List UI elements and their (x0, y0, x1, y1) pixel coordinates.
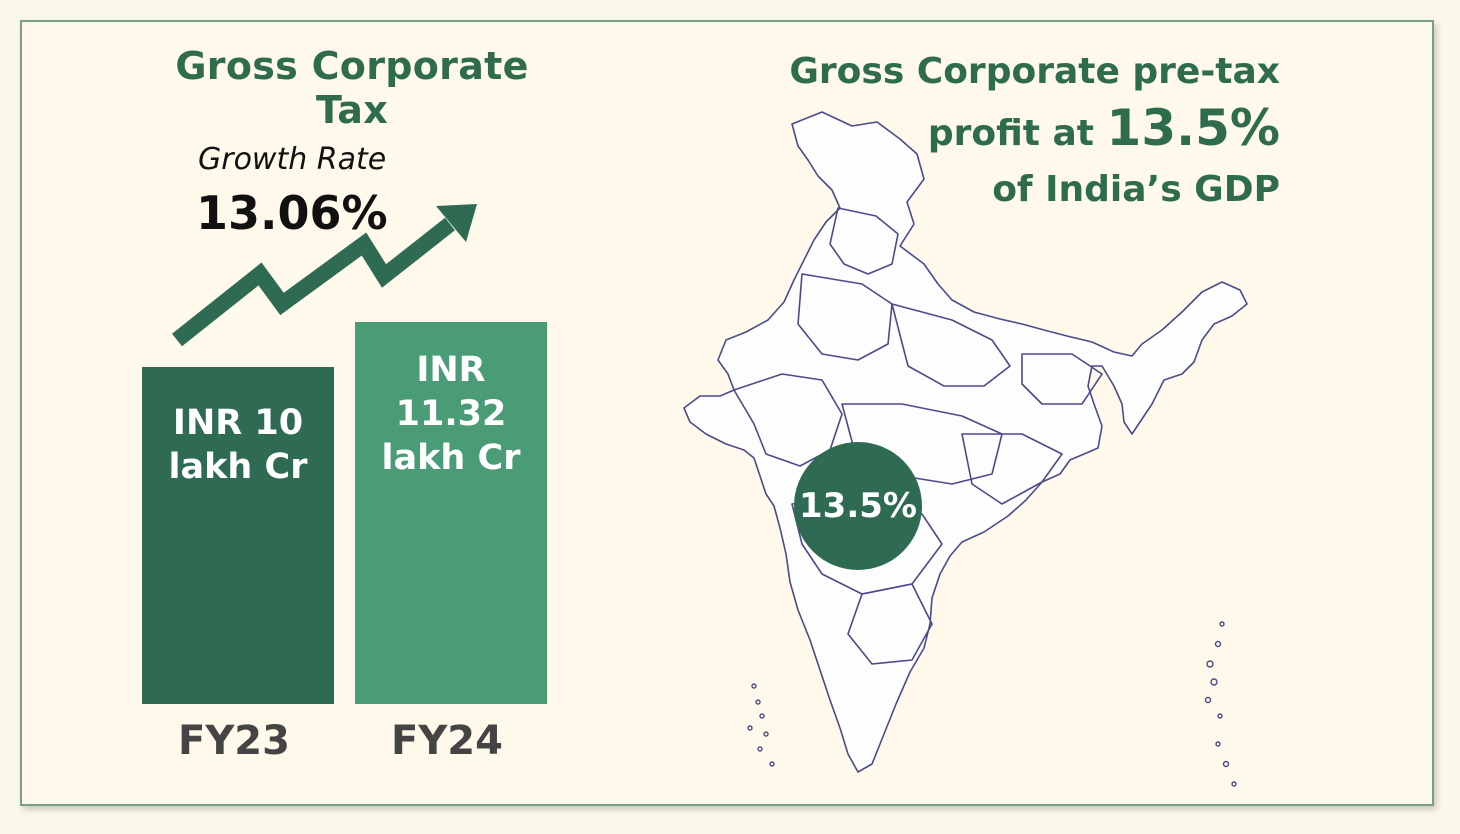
left-title: Gross Corporate Tax (175, 44, 529, 132)
bar-value-label-fy23: INR 10 lakh Cr (168, 402, 308, 487)
growth-rate-label: Growth Rate (198, 142, 387, 177)
right-title-line3: of India’s GDP (992, 169, 1280, 210)
category-label-fy24: FY24 (391, 718, 503, 764)
right-title-line1: Gross Corporate pre-tax (789, 51, 1280, 92)
category-label-fy23: FY23 (178, 718, 290, 764)
bar-fy23: INR 10 lakh Cr (142, 366, 334, 704)
infographic-card: Gross Corporate Tax Growth Rate 13.06% I… (20, 20, 1434, 806)
gdp-share-circle: 13.5% (794, 442, 922, 570)
bar-value-label-fy24: INR 11.32 lakh Cr (381, 350, 521, 478)
trend-up-arrow-icon (172, 204, 477, 347)
india-map-icon (683, 111, 1248, 787)
right-title-line2: profit at 13.5% (720, 100, 1280, 162)
right-title-percent: 13.5% (1106, 99, 1280, 157)
growth-rate-value: 13.06% (196, 186, 388, 240)
right-title-prefix: profit at (927, 113, 1107, 154)
right-title: Gross Corporate pre-tax profit at 13.5% … (720, 44, 1280, 218)
bar-fy24: INR 11.32 lakh Cr (355, 322, 547, 704)
